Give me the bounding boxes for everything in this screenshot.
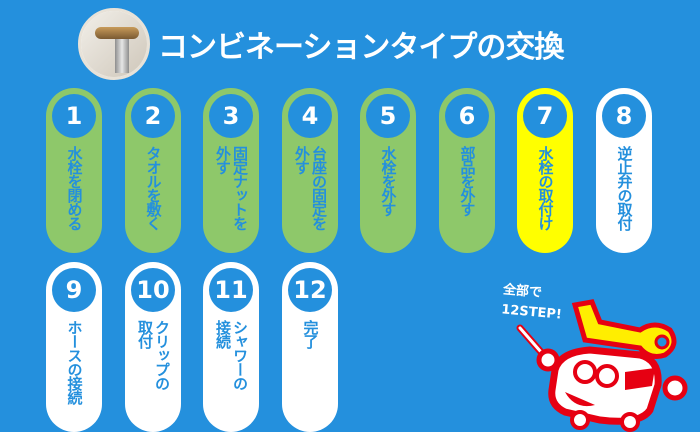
step-number-badge: 6 (445, 94, 489, 138)
step-label: 水栓の取付け (536, 146, 555, 230)
step-1[interactable]: 1 水栓を閉める (46, 88, 102, 253)
step-number-badge: 1 (52, 94, 96, 138)
step-label: 逆止弁の取付 (615, 146, 634, 230)
step-7[interactable]: 7 水栓の取付け (517, 88, 573, 253)
step-label: ホースの接続 (65, 320, 84, 404)
step-9[interactable]: 9 ホースの接続 (46, 262, 102, 432)
step-4[interactable]: 4 台座の固定を 外す (282, 88, 338, 253)
step-number-badge: 8 (602, 94, 646, 138)
step-label: クリップの 取付 (136, 320, 171, 390)
step-5[interactable]: 5 水栓を外す (360, 88, 416, 253)
header: コンビネーションタイプの交換 (78, 8, 564, 80)
step-label: シャワーの 接続 (214, 320, 249, 390)
step-number-badge: 4 (288, 94, 332, 138)
step-label: 完了 (301, 320, 320, 348)
step-label: 固定ナットを 外す (214, 146, 249, 230)
step-label: 水栓を外す (379, 146, 398, 216)
step-11[interactable]: 11 シャワーの 接続 (203, 262, 259, 432)
step-number-badge: 3 (209, 94, 253, 138)
step-12[interactable]: 12 完了 (282, 262, 338, 432)
step-8[interactable]: 8 逆止弁の取付 (596, 88, 652, 253)
step-number-badge: 2 (131, 94, 175, 138)
step-number-badge: 7 (523, 94, 567, 138)
page-title: コンビネーションタイプの交換 (158, 30, 564, 65)
step-number-badge: 5 (366, 94, 410, 138)
step-number-badge: 10 (131, 268, 175, 312)
step-number-badge: 12 (288, 268, 332, 312)
faucet-photo (78, 8, 150, 80)
step-label: タオルを敷く (144, 146, 163, 230)
step-label: 水栓を閉める (65, 146, 84, 230)
step-number-badge: 9 (52, 268, 96, 312)
step-6[interactable]: 6 部品を外す (439, 88, 495, 253)
van-mascot-illustration (516, 299, 688, 432)
step-3[interactable]: 3 固定ナットを 外す (203, 88, 259, 253)
step-number-badge: 11 (209, 268, 253, 312)
step-label: 台座の固定を 外す (293, 146, 328, 230)
step-10[interactable]: 10 クリップの 取付 (125, 262, 181, 432)
step-2[interactable]: 2 タオルを敷く (125, 88, 181, 253)
total-steps-note: 全部で 12STEP! (500, 282, 563, 323)
step-label: 部品を外す (458, 146, 477, 216)
